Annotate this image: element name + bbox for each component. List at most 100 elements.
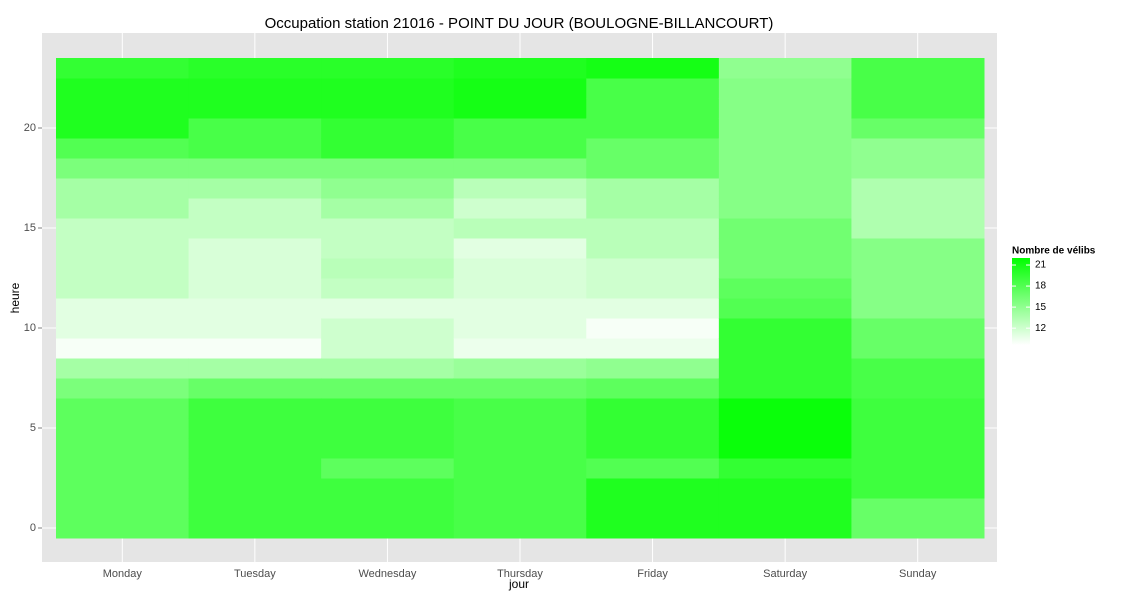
heat-tile [586, 478, 720, 499]
heat-tile [453, 78, 587, 99]
heat-tile [453, 438, 587, 459]
heat-tile [321, 378, 455, 399]
heat-tile [188, 438, 322, 459]
heat-tile [321, 458, 455, 479]
heat-tile [718, 118, 852, 139]
heat-tile [321, 58, 455, 79]
heat-tile [188, 278, 322, 299]
heat-tile [56, 478, 190, 499]
heat-tile [453, 158, 587, 179]
heat-tile [321, 518, 455, 539]
y-tick-label: 5 [30, 422, 36, 434]
heat-tile [718, 458, 852, 479]
x-tick-label: Friday [637, 568, 668, 580]
heat-tile [188, 398, 322, 419]
heat-tile [453, 178, 587, 199]
heat-tile [851, 218, 985, 239]
heat-tile [56, 318, 190, 339]
legend-tick-label: 21 [1035, 260, 1047, 271]
heat-tile [453, 258, 587, 279]
heat-tile [851, 238, 985, 259]
heat-tile [718, 218, 852, 239]
y-tick-label: 10 [24, 322, 36, 334]
heat-tile [718, 418, 852, 439]
heat-tile [321, 138, 455, 159]
heat-tile [56, 238, 190, 259]
heat-tile [851, 278, 985, 299]
heat-tile [188, 378, 322, 399]
heat-tile [453, 98, 587, 119]
heat-tile [718, 438, 852, 459]
heat-tile [851, 518, 985, 539]
heat-tile [586, 458, 720, 479]
heat-tile [453, 518, 587, 539]
heat-tile [851, 458, 985, 479]
heat-tile [321, 118, 455, 139]
heat-tile [586, 118, 720, 139]
x-tick-label: Sunday [899, 568, 937, 580]
heat-tile [56, 158, 190, 179]
heat-tile [718, 58, 852, 79]
heat-tile [851, 378, 985, 399]
heat-tile [188, 298, 322, 319]
heat-tile [188, 98, 322, 119]
heat-tile [718, 478, 852, 499]
heat-tile [851, 298, 985, 319]
heat-tile [851, 318, 985, 339]
heat-tile [321, 418, 455, 439]
heat-tile [718, 178, 852, 199]
heat-tile [453, 378, 587, 399]
legend-title: Nombre de vélibs [1012, 246, 1096, 257]
heat-tile [586, 98, 720, 119]
heat-tile [56, 418, 190, 439]
heat-tile [56, 58, 190, 79]
heat-tile [321, 318, 455, 339]
heat-tile [586, 498, 720, 519]
heat-tile [321, 278, 455, 299]
heat-tile [56, 278, 190, 299]
heat-tile [851, 398, 985, 419]
heat-tile [851, 438, 985, 459]
heat-tile [56, 98, 190, 119]
legend-tick-label: 18 [1035, 281, 1047, 292]
heat-tile [851, 478, 985, 499]
heat-tile [321, 198, 455, 219]
heat-tile [188, 138, 322, 159]
heat-tile [851, 178, 985, 199]
heat-tile [453, 338, 587, 359]
heat-tile [586, 178, 720, 199]
heat-tile [56, 498, 190, 519]
heat-tile [321, 78, 455, 99]
heat-tile [586, 258, 720, 279]
chart-title: Occupation station 21016 - POINT DU JOUR… [265, 15, 774, 32]
heat-tile [586, 278, 720, 299]
heat-tile [321, 478, 455, 499]
heat-tile [56, 218, 190, 239]
heat-tile [453, 418, 587, 439]
heat-tile [188, 218, 322, 239]
heat-tile [718, 238, 852, 259]
heat-tile [718, 138, 852, 159]
heat-tile [586, 438, 720, 459]
heat-tile [453, 138, 587, 159]
heat-tile [453, 198, 587, 219]
x-tick-label: Monday [103, 568, 143, 580]
y-tick-label: 15 [24, 222, 36, 234]
heat-tile [56, 458, 190, 479]
heat-tile [188, 178, 322, 199]
x-tick-label: Saturday [763, 568, 808, 580]
heat-tile [586, 378, 720, 399]
heat-tile [188, 78, 322, 99]
heat-tile [56, 178, 190, 199]
heat-tile [718, 318, 852, 339]
heat-tile [851, 58, 985, 79]
heat-tile [321, 158, 455, 179]
heat-tile [56, 78, 190, 99]
heat-tile [851, 198, 985, 219]
heat-tile [718, 98, 852, 119]
heat-tile [321, 358, 455, 379]
heat-tile [56, 258, 190, 279]
heat-tile [56, 118, 190, 139]
heat-tile [453, 458, 587, 479]
y-tick-label: 20 [24, 122, 36, 134]
